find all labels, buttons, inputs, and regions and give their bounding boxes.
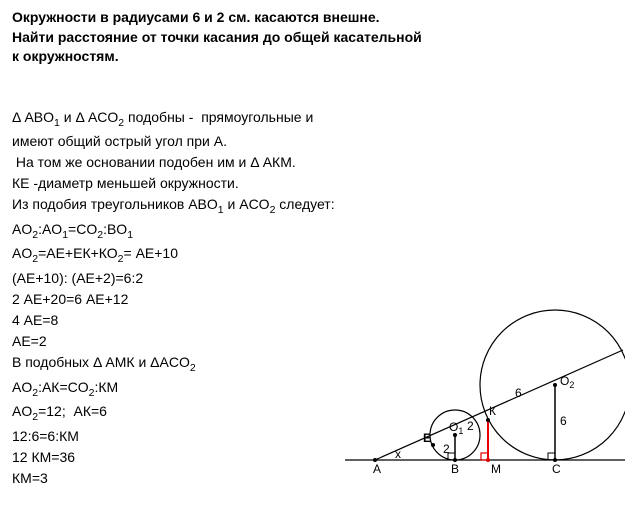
label-2-hyp: 2 <box>467 419 474 433</box>
sol-line-6: AO2:AO1=CO2:BO1 <box>12 219 623 244</box>
label-B: B <box>451 462 459 476</box>
label-A: A <box>373 462 381 476</box>
label-x: x <box>395 447 401 461</box>
label-O2: O2 <box>560 374 574 390</box>
hypotenuse-line <box>375 350 623 460</box>
sol-line-5: Из подобия треугольников ABO1 и ACO2 сле… <box>12 194 623 219</box>
label-6-vert: 6 <box>560 414 567 428</box>
label-K: К <box>489 404 496 418</box>
label-C: C <box>552 462 561 476</box>
sol-line-1: Δ ABO1 и Δ ACO2 подобны - прямоугольные … <box>12 107 623 132</box>
label-2-vert: 2 <box>443 442 450 456</box>
point-M <box>486 458 490 462</box>
sol-line-7: AO2=АЕ+ЕК+КО2= АЕ+10 <box>12 243 623 268</box>
label-M: M <box>491 462 501 476</box>
sol-line-3: На том же основании подобен им и Δ АКМ. <box>12 152 623 173</box>
geometry-diagram: A B M C E К O1 O2 x 6 6 2 2 <box>345 275 625 505</box>
problem-line-2: Найти расстояние от точки касания до общ… <box>12 28 623 48</box>
point-E <box>431 443 435 447</box>
problem-line-1: Окружности в радиусами 6 и 2 см. касаютс… <box>12 8 623 28</box>
label-E: E <box>423 431 431 445</box>
label-6-hyp: 6 <box>515 386 522 400</box>
sol-line-4: КЕ -диаметр меньшей окружности. <box>12 173 623 194</box>
sol-line-2: имеют общий острый угол при А. <box>12 131 623 152</box>
problem-statement: Окружности в радиусами 6 и 2 см. касаютс… <box>12 8 623 67</box>
problem-line-3: к окружностям. <box>12 47 623 67</box>
point-K <box>486 418 490 422</box>
point-O2 <box>553 383 557 387</box>
big-circle <box>480 310 625 460</box>
